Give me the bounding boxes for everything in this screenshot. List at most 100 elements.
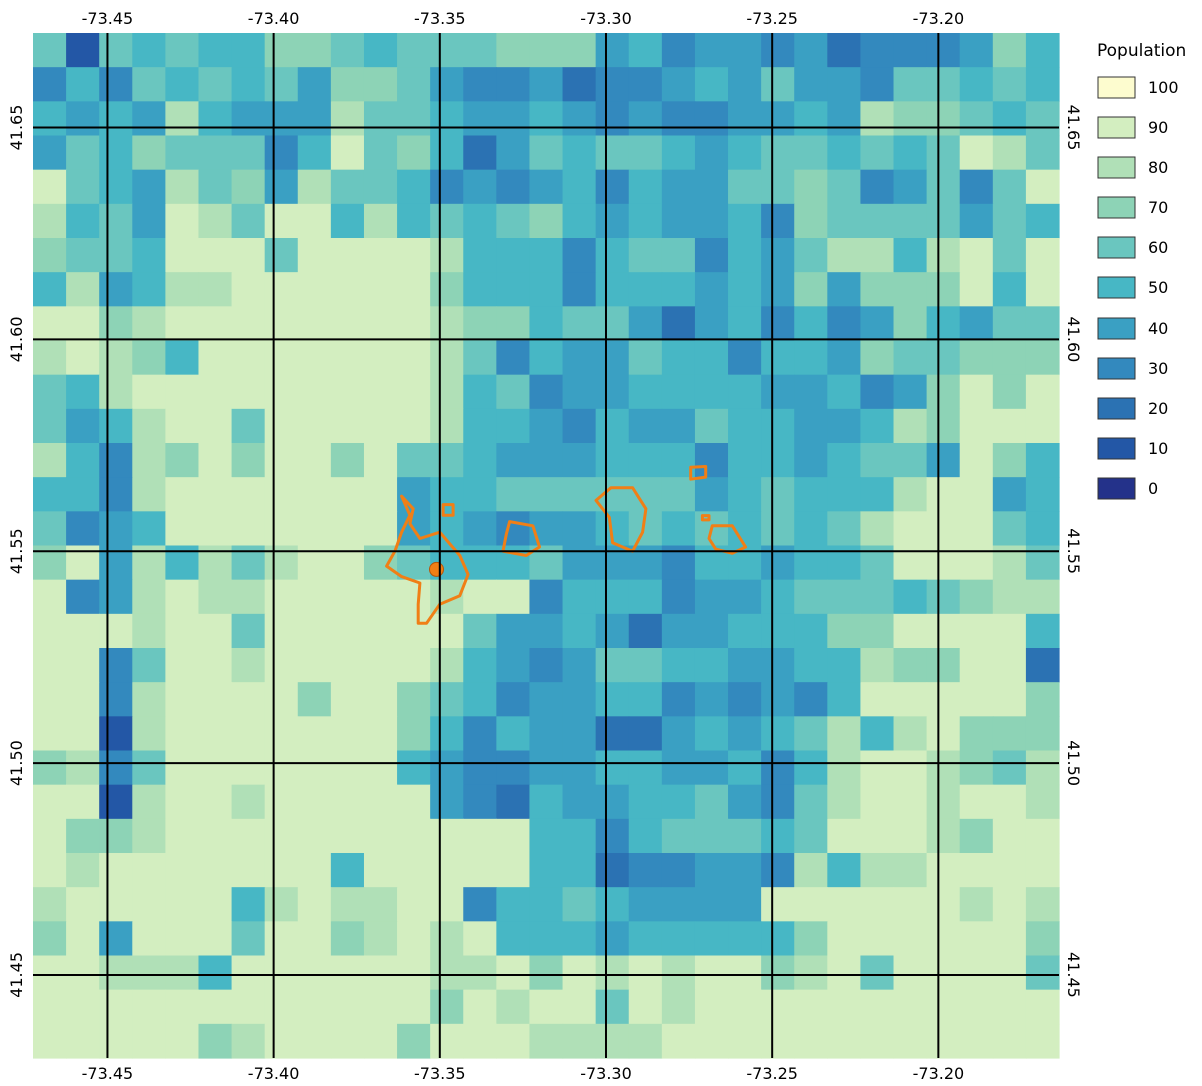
raster-cell [66,272,100,307]
raster-cell [99,101,133,137]
raster-cell [926,340,961,376]
raster-cell [165,853,200,888]
raster-cell [728,443,762,478]
raster-cell [893,648,928,683]
raster-cell [264,818,299,854]
raster-cell [694,613,729,649]
raster-cell [198,340,233,376]
raster-cell [794,853,828,888]
raster-cell [231,135,266,171]
raster-cell [264,408,299,444]
raster-cell [893,511,928,547]
raster-cell [132,272,166,307]
raster-cell [893,408,928,444]
raster-cell [827,443,862,478]
raster-cell [661,955,696,991]
raster-cell [33,955,67,991]
raster-cell [430,613,464,649]
raster-cell [264,203,299,239]
raster-cell [66,33,100,68]
raster-cell [297,853,332,888]
raster-cell [496,716,531,752]
raster-cell [463,648,497,683]
raster-cell [496,853,531,888]
raster-cell [860,921,895,957]
raster-cell [165,169,200,205]
raster-cell [728,135,762,171]
raster-cell [761,613,795,649]
raster-cell [959,203,994,239]
raster-cell [264,1023,299,1059]
raster-cell [66,716,100,752]
raster-cell [463,135,497,171]
raster-cell [430,203,464,239]
raster-cell [595,135,630,171]
raster-cell [330,750,365,786]
raster-cell [827,716,862,752]
raster-cell [628,989,663,1025]
raster-cell [926,989,961,1025]
raster-cell [132,750,166,786]
raster-cell [1025,101,1060,137]
site-point-marker [429,561,444,577]
raster-cell [595,750,630,786]
raster-cell [893,374,928,410]
raster-cell [661,750,696,786]
raster-cell [529,477,564,512]
raster-cell [893,272,928,307]
raster-cell [893,887,928,922]
raster-cell [33,203,67,239]
raster-cell [132,613,166,649]
raster-cell [264,716,299,752]
raster-cell [99,887,133,922]
raster-cell [330,818,365,854]
legend-entry: 70 [1097,196,1168,219]
raster-cell [264,33,299,68]
raster-cell [496,784,531,820]
raster-cell [529,955,564,991]
raster-cell [33,613,67,649]
raster-cell [959,477,994,512]
raster-cell [363,853,398,888]
raster-cell [66,682,100,717]
raster-cell [761,784,795,820]
raster-cell [397,272,431,307]
raster-cell [860,408,895,444]
raster-cell [297,955,332,991]
legend-label: 50 [1148,278,1168,297]
raster-cell [132,443,166,478]
raster-cell [66,818,100,854]
raster-cell [595,921,630,957]
raster-cell [728,408,762,444]
raster-cell [430,989,464,1025]
raster-cell [463,101,497,137]
raster-cell [794,443,828,478]
raster-cell [397,784,431,820]
raster-cell [959,33,994,68]
raster-cell [363,340,398,376]
raster-cell [99,272,133,307]
raster-cell [496,818,531,854]
raster-cell [66,443,100,478]
raster-cell [363,716,398,752]
raster-cell [264,443,299,478]
raster-cell [628,135,663,171]
raster-cell [165,374,200,410]
raster-cell [595,955,630,991]
raster-cell [728,818,762,854]
raster-cell [827,750,862,786]
raster-cell [297,340,332,376]
raster-cell [363,238,398,273]
raster-cell [694,169,729,205]
raster-cell [595,33,630,68]
raster-cell [264,648,299,683]
raster-cell [430,340,464,376]
raster-cell [992,477,1027,512]
raster-cell [198,443,233,478]
raster-cell [529,67,564,102]
raster-cell [661,853,696,888]
raster-cell [827,169,862,205]
raster-cell [496,101,531,137]
raster-cell [761,511,795,547]
raster-cell [165,648,200,683]
